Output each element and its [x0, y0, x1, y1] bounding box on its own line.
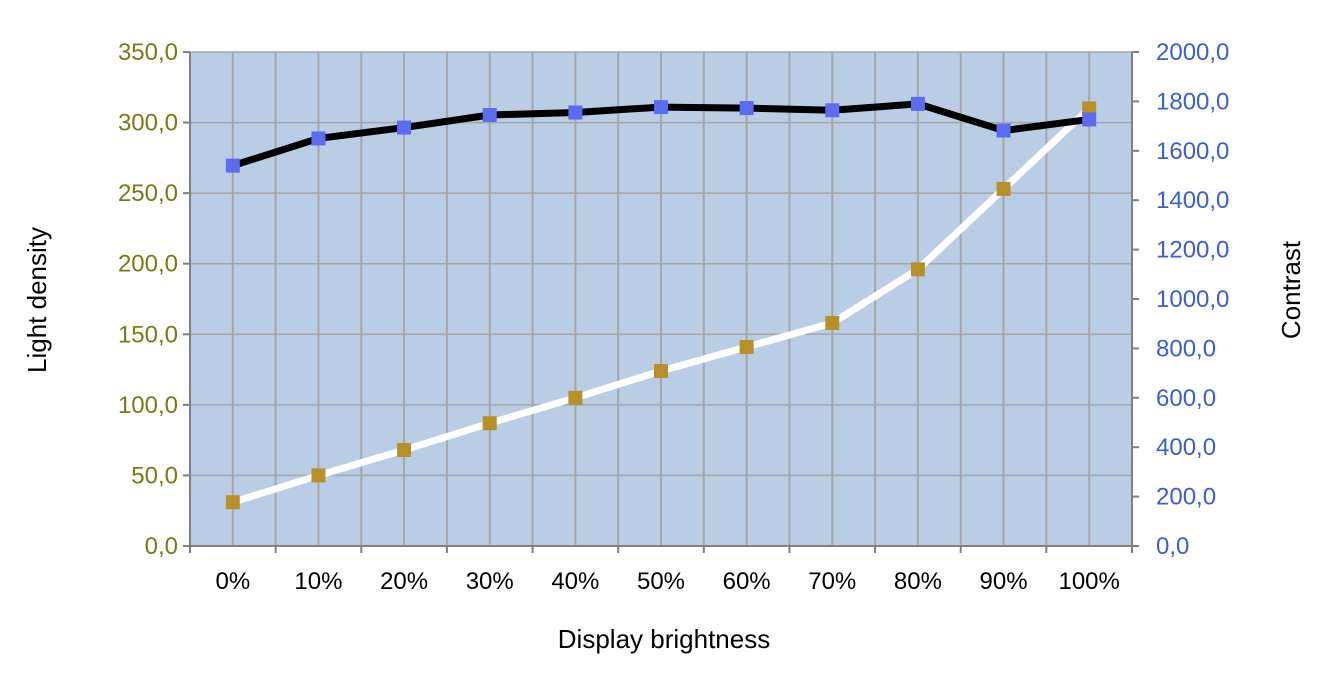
- series-2-point: [311, 131, 326, 146]
- y-tick-label: 250,0: [118, 180, 178, 207]
- y-tick-label: 0,0: [145, 533, 178, 560]
- y2-tick-label: 1000,0: [1156, 286, 1229, 313]
- series-2-point: [397, 120, 412, 135]
- y2-tick-label: 1800,0: [1156, 88, 1229, 115]
- y2-tick-label: 2000,0: [1156, 39, 1229, 66]
- series-1-point: [225, 495, 240, 510]
- y2-tick-label: 200,0: [1156, 484, 1216, 511]
- y-tick-label: 300,0: [118, 110, 178, 137]
- x-tick-label: 90%: [980, 568, 1028, 595]
- y-tick-label: 100,0: [118, 392, 178, 419]
- series-1-point: [739, 339, 754, 354]
- series-2-point: [225, 158, 240, 173]
- x-tick-label: 10%: [294, 568, 342, 595]
- x-tick-label: 80%: [894, 568, 942, 595]
- x-tick-label: 50%: [637, 568, 685, 595]
- series-layer: [225, 96, 1097, 510]
- y2-tick-label: 0,0: [1156, 533, 1189, 560]
- x-tick-label: 30%: [466, 568, 514, 595]
- series-2-point: [910, 96, 925, 111]
- series-1-point: [910, 262, 925, 277]
- series-2-point: [568, 105, 583, 120]
- series-2-point: [996, 123, 1011, 138]
- series-2-point: [1082, 112, 1097, 127]
- series-1-point: [482, 416, 497, 431]
- series-1-point: [311, 468, 326, 483]
- y2-tick-label: 1400,0: [1156, 187, 1229, 214]
- y-tick-label: 50,0: [131, 462, 178, 489]
- y2-tick-label: 600,0: [1156, 385, 1216, 412]
- y2-tick-label: 800,0: [1156, 335, 1216, 362]
- y2-tick-label: 400,0: [1156, 434, 1216, 461]
- y2-axis-title: Contrast: [1276, 240, 1306, 339]
- series-2-point: [482, 107, 497, 122]
- y2-tick-label: 1600,0: [1156, 138, 1229, 165]
- y-tick-label: 200,0: [118, 251, 178, 278]
- y-tick-label: 350,0: [118, 39, 178, 66]
- series-2-point: [739, 101, 754, 116]
- y2-tick-label: 1200,0: [1156, 237, 1229, 264]
- x-tick-label: 70%: [808, 568, 856, 595]
- series-2-point: [825, 103, 840, 118]
- series-1-point: [1082, 101, 1097, 116]
- series-1-point: [568, 390, 583, 405]
- y-tick-label: 150,0: [118, 321, 178, 348]
- x-tick-label: 0%: [215, 568, 250, 595]
- x-tick-label: 20%: [380, 568, 428, 595]
- x-tick-label: 40%: [551, 568, 599, 595]
- series-1-point: [397, 443, 412, 458]
- series-1-point: [654, 363, 668, 378]
- x-tick-label: 100%: [1058, 568, 1119, 595]
- x-tick-label: 60%: [723, 568, 771, 595]
- series-2-point: [654, 100, 668, 115]
- series-1-point: [825, 315, 840, 330]
- axis-layer: [183, 51, 1139, 553]
- label-layer: 0,0 50,0 100,0 150,0 200,0 250,0 300,0 350,0 0,0…: [118, 39, 1229, 595]
- series-1-point: [996, 181, 1011, 196]
- x-axis-title: Display brightness: [558, 624, 770, 654]
- y-axis-title: Light density: [22, 227, 52, 373]
